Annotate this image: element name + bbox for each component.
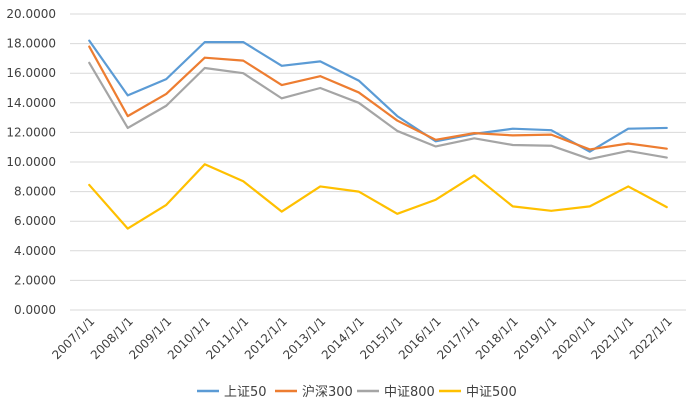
y-tick-label: 6.0000: [14, 214, 56, 228]
legend-label-3: 中证800: [384, 385, 435, 400]
x-tick-label: 2022/1/1: [627, 314, 675, 362]
y-tick-label: 0.0000: [14, 303, 56, 317]
y-tick-label: 16.0000: [6, 66, 56, 80]
gridlines: [70, 14, 686, 310]
x-axis-ticks: 2007/1/12008/1/12009/1/12010/1/12011/1/1…: [49, 314, 675, 362]
y-tick-label: 12.0000: [6, 125, 56, 139]
y-tick-label: 14.0000: [6, 96, 56, 110]
series-lines: [89, 41, 667, 229]
y-axis-ticks: 0.0000 2.0000 4.0000 6.0000 8.0000 10.0000 12.…: [6, 7, 56, 317]
legend: 上证50 沪深300 中证800 中证500: [197, 384, 517, 400]
y-tick-label: 4.0000: [14, 244, 56, 258]
legend-label-2: 沪深300: [302, 384, 353, 400]
y-tick-label: 8.0000: [14, 185, 56, 199]
legend-label-1: 上证50: [224, 385, 267, 400]
y-tick-label: 10.0000: [6, 155, 56, 169]
y-tick-label: 18.0000: [6, 37, 56, 51]
legend-label-4: 中证500: [466, 385, 517, 400]
series-line-4: [89, 164, 667, 228]
y-tick-label: 20.0000: [6, 7, 56, 21]
y-tick-label: 2.0000: [14, 273, 56, 287]
